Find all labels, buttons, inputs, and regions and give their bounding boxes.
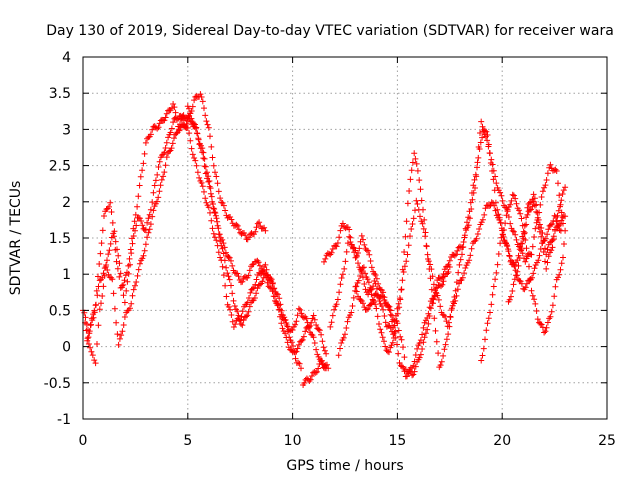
y-tick-label: 0 [62, 340, 71, 356]
y-tick-label: 4 [62, 50, 71, 66]
grid-lines [83, 57, 607, 419]
axis-ticks: 0 5 10 15 20 25 -1 -0.5 0 0.5 1 1.5 2 2.5 3 3.5 4 [44, 50, 616, 449]
y-tick-label: 3 [62, 122, 71, 138]
series-arc-11 [505, 184, 569, 305]
data-point-markers [335, 128, 569, 371]
data-point-markers [184, 103, 330, 357]
y-tick-label: 1 [62, 267, 71, 283]
series-arc-4 [184, 103, 330, 357]
y-tick-label: 0.5 [49, 303, 71, 319]
y-axis-label: SDTVAR / TECUs [8, 181, 24, 296]
data-point-markers [505, 184, 569, 305]
y-tick-label: 1.5 [49, 231, 71, 247]
chart-title: Day 130 of 2019, Sidereal Day-to-day VTE… [46, 23, 614, 39]
x-tick-label: 5 [183, 433, 192, 449]
data-point-markers [300, 357, 332, 388]
y-tick-label: 3.5 [49, 86, 71, 102]
x-tick-label: 10 [284, 433, 302, 449]
data-point-markers [82, 112, 304, 372]
y-tick-label: 2.5 [49, 159, 71, 175]
x-tick-label: 15 [388, 433, 406, 449]
x-tick-label: 20 [493, 433, 511, 449]
series-arc-10 [478, 191, 569, 364]
x-tick-label: 0 [79, 433, 88, 449]
series-arc-1 [80, 91, 269, 337]
series-arc-8 [335, 128, 569, 371]
x-tick-label: 25 [598, 433, 616, 449]
y-tick-label: -1 [57, 412, 71, 428]
data-markers [80, 91, 569, 388]
y-tick-label: 2 [62, 195, 71, 211]
series-arc-5 [300, 357, 332, 388]
data-point-markers [478, 191, 569, 364]
data-point-markers [80, 91, 269, 337]
data-point-markers [352, 264, 453, 380]
y-tick-label: -0.5 [44, 376, 71, 392]
series-arc-2 [82, 112, 304, 372]
series-arc-9 [352, 264, 453, 380]
x-axis-label: GPS time / hours [286, 458, 403, 474]
